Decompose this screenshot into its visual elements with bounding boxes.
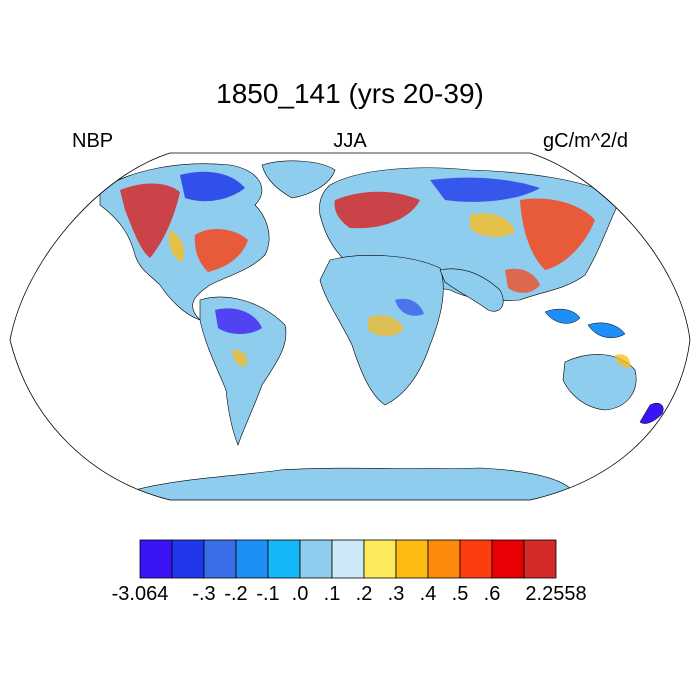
colorbar-box [459,539,493,579]
maritime-continent [544,308,626,338]
plot-title: 1850_141 (yrs 20-39) [216,78,484,109]
africa [319,255,444,406]
colorbar-box [299,539,333,579]
season-label: JJA [333,130,367,152]
colorbar-tick-label: .1 [324,583,341,605]
colorbar-tick-label: -.3 [192,583,215,605]
north-america [99,163,270,321]
colorbar-box [523,539,557,579]
colorbar-tick-label: -.2 [224,583,247,605]
colorbar-tick-label: -.1 [256,583,279,605]
colorbar-tick-label: .0 [292,583,309,605]
colorbar-tick-label: .2 [356,583,373,605]
colorbar-box [363,539,397,579]
colorbar-box [395,539,429,579]
colorbar-box [203,539,237,579]
variable-label: NBP [72,130,114,152]
colorbar-tick-label: .6 [484,583,501,605]
new-zealand [639,402,664,424]
colorbar-box [491,539,525,579]
colorbar-box [171,539,205,579]
arabia-india-seasia [439,268,540,312]
australia [562,354,637,411]
south-america [199,296,287,446]
greenland [261,160,336,199]
colorbar-tick-label: 2.2558 [525,583,586,605]
colorbar-tick-label: .5 [452,583,469,605]
colorbar-tick-label: -3.064 [112,583,169,605]
colorbar-box [331,539,365,579]
colorbar-box [235,539,269,579]
units-label: gC/m^2/d [543,130,628,152]
colorbar-boxes [139,539,557,579]
colorbar-box [139,539,173,579]
colorbar-box [267,539,301,579]
colorbar-tick-label: .4 [420,583,437,605]
antarctica [134,467,571,500]
colorbar-tick-label: .3 [388,583,405,605]
projection-boundary [9,152,691,501]
colorbar-box [427,539,461,579]
colorbar-labels: -3.064 -.3 -.2 -.1 .0 .1 .2 .3 .4 .5 .6 2.2558 [112,583,587,605]
